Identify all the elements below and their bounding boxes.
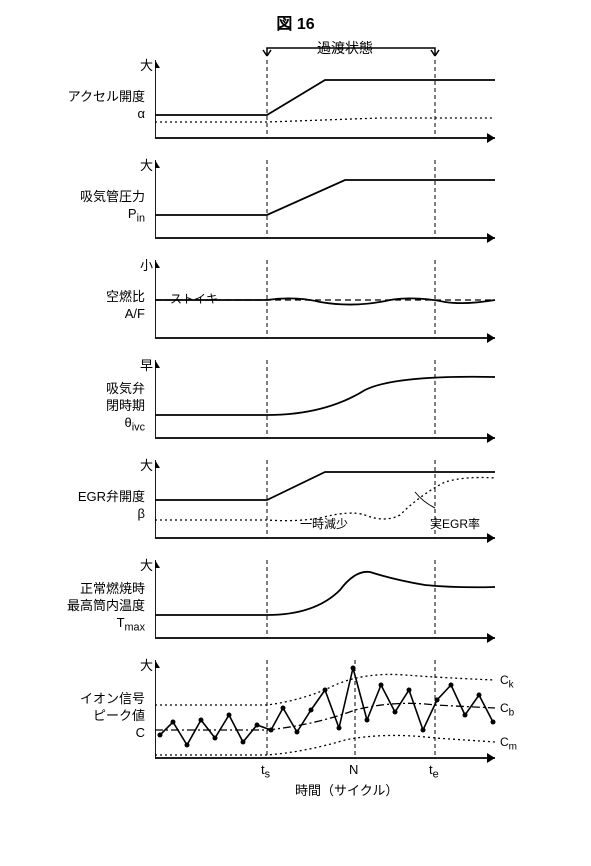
top-marker-tmax: 大 [140,555,153,574]
y-label-pin: 吸気管圧力Pin [45,189,145,226]
y-label-beta: EGR弁開度β [45,489,145,523]
y-label-tmax: 正常燃焼時最高筒内温度Tmax [45,581,145,634]
x-tick-te: te [429,762,439,781]
top-marker-pin: 大 [140,155,153,174]
chart-svg-ivc [155,360,515,450]
top-marker-ivc: 早 [140,355,153,374]
top-marker-c: 大 [140,655,153,674]
figure-title: 図 16 [276,10,314,34]
y-label-alpha: アクセル開度α [45,89,145,123]
chart-svg-c [155,660,515,770]
chart-svg-pin [155,160,515,250]
right-label-0: Ck [500,673,514,690]
panel-tmax: 正常燃焼時最高筒内温度Tmax大 [155,560,495,650]
annotation-beta-1: 実EGR率 [430,515,480,532]
top-marker-alpha: 大 [140,55,153,74]
top-marker-beta: 大 [140,455,153,474]
right-label-2: Cm [500,735,517,752]
y-label-c: イオン信号ピーク値C [45,691,145,742]
chart-svg-tmax [155,560,515,650]
top-marker-af: 小 [140,255,153,274]
panel-beta: EGR弁開度β大一時減少実EGR率 [155,460,495,550]
transient-bracket [155,40,495,60]
chart-svg-alpha [155,60,515,150]
annotation-beta-0: 一時減少 [300,515,348,532]
panel-ivc: 吸気弁閉時期θivc早 [155,360,495,450]
y-label-ivc: 吸気弁閉時期θivc [45,381,145,434]
chart-svg-beta [155,460,515,550]
panel-pin: 吸気管圧力Pin大 [155,160,495,250]
panel-alpha: アクセル開度α大 [155,60,495,150]
annotation-af: ストイキ [170,290,218,307]
panel-af: 空燃比A/F小ストイキ [155,260,495,350]
x-tick-N: N [349,762,358,777]
x-axis-label: 時間（サイクル） [295,780,398,799]
y-label-af: 空燃比A/F [45,289,145,323]
x-tick-ts: ts [261,762,270,781]
chart-area: 過渡状態 アクセル開度α大吸気管圧力Pin大空燃比A/F小ストイキ吸気弁閉時期θ… [155,60,550,830]
panel-c: イオン信号ピーク値C大CkCbCm [155,660,495,770]
right-label-1: Cb [500,701,514,718]
